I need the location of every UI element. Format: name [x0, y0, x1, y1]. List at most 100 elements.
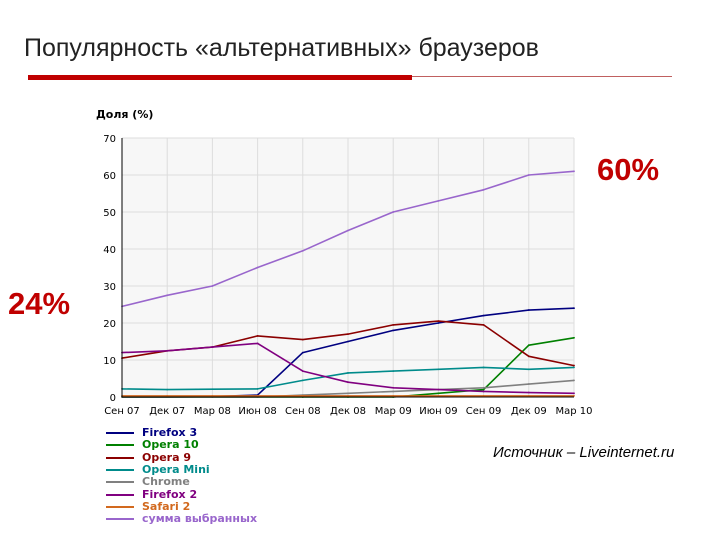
- data-point-firefox-2: [166, 349, 169, 352]
- source-note: Источник – Liveinternet.ru: [493, 444, 675, 461]
- gridlines: [121, 137, 575, 397]
- data-point-opera-mini: [347, 372, 349, 374]
- legend-item-сумма-выбранных: сумма выбранных: [106, 513, 257, 525]
- data-point-safari-2: [301, 394, 304, 397]
- x-tick-label: Дек 08: [330, 406, 366, 417]
- legend-swatch: [106, 518, 134, 521]
- x-tick-label: Июн 09: [419, 406, 457, 417]
- data-point-firefox-3: [347, 340, 349, 343]
- y-tick-label: 60: [103, 171, 116, 182]
- legend-label: Chrome: [142, 475, 190, 489]
- data-point-сумма-выбранных: [482, 188, 485, 191]
- legend-item-opera-mini: Opera Mini: [106, 464, 257, 476]
- x-tick-label: Мар 09: [375, 406, 412, 417]
- legend-label: сумма выбранных: [142, 512, 258, 526]
- y-tick-label: 30: [103, 282, 116, 293]
- data-point-сумма-выбранных: [573, 170, 575, 173]
- callout-end-share: 60%: [597, 152, 660, 187]
- data-point-opera-9: [437, 320, 440, 323]
- slide-title: Популярность «альтернативных» браузеров: [24, 34, 539, 62]
- data-point-firefox-3: [527, 309, 530, 311]
- data-point-firefox-3: [437, 322, 440, 324]
- x-tick-label: Дек 07: [149, 406, 185, 417]
- y-tick-label: 0: [110, 393, 116, 404]
- data-point-safari-2: [437, 394, 440, 397]
- legend-item-chrome: Chrome: [106, 476, 257, 488]
- x-tick-label: Дек 09: [511, 406, 547, 417]
- legend-swatch: [106, 444, 134, 447]
- data-point-сумма-выбранных: [256, 266, 259, 269]
- data-point-chrome: [347, 392, 349, 395]
- data-point-safari-2: [256, 394, 259, 397]
- y-tick-label: 40: [103, 245, 116, 256]
- data-point-opera-mini: [392, 370, 395, 372]
- data-point-safari-2: [166, 394, 169, 397]
- legend-item-firefox-2: Firefox 2: [106, 488, 257, 500]
- data-point-opera-mini: [301, 379, 304, 382]
- data-point-safari-2: [482, 394, 485, 397]
- data-point-firefox-3: [392, 329, 395, 332]
- axes: [121, 138, 574, 398]
- data-point-opera-10: [437, 392, 440, 395]
- legend-swatch: [106, 493, 134, 496]
- legend-swatch: [106, 469, 134, 472]
- data-point-сумма-выбранных: [211, 285, 214, 287]
- legend-item-safari-2: Safari 2: [106, 499, 257, 513]
- data-point-firefox-3: [573, 307, 575, 310]
- data-point-opera-mini: [211, 388, 214, 391]
- data-point-safari-2: [211, 394, 214, 397]
- x-tick-label: Мар 08: [194, 406, 231, 417]
- legend-item-firefox-3: Firefox 3: [106, 427, 257, 439]
- legend-label: Opera 10: [142, 438, 199, 452]
- legend-label: Firefox 3: [142, 426, 198, 440]
- legend-label: Firefox 2: [142, 487, 198, 501]
- data-point-сумма-выбранных: [392, 211, 395, 213]
- legend-swatch: [106, 432, 134, 435]
- data-point-chrome: [527, 383, 530, 385]
- data-point-firefox-2: [256, 342, 259, 345]
- data-point-opera-mini: [256, 387, 259, 390]
- legend-label: Safari 2: [142, 499, 191, 513]
- legend-swatch: [106, 481, 134, 484]
- data-point-сумма-выбранных: [437, 200, 440, 202]
- y-tick-label: 20: [103, 319, 116, 330]
- data-point-chrome: [482, 386, 485, 389]
- legend-label: Opera Mini: [142, 463, 210, 477]
- data-point-сумма-выбранных: [166, 294, 169, 297]
- data-point-firefox-2: [211, 346, 214, 348]
- data-point-opera-mini: [527, 368, 530, 371]
- legend-swatch: [106, 456, 134, 459]
- data-point-opera-9: [527, 355, 530, 358]
- data-point-opera-9: [256, 335, 259, 337]
- legend-item-opera-10: Opera 10: [106, 439, 257, 451]
- x-tick-label: Мар 10: [555, 406, 592, 417]
- data-point-сумма-выбранных: [347, 229, 349, 232]
- data-point-opera-10: [482, 388, 485, 391]
- data-point-opera-9: [392, 323, 395, 326]
- data-point-firefox-3: [482, 314, 485, 317]
- y-tick-label: 50: [103, 208, 116, 219]
- tick-labels: 0 10 20 30 40 50 60 70 Сен 07 Дек 07 Мар 08 Июн 08 С…: [103, 134, 592, 417]
- x-tick-label: Июн 08: [238, 406, 276, 417]
- data-point-firefox-2: [527, 391, 530, 394]
- data-point-firefox-3: [301, 351, 304, 354]
- data-point-chrome: [573, 379, 575, 382]
- x-tick-label: Сен 08: [285, 406, 321, 417]
- data-point-safari-2: [392, 394, 395, 397]
- data-point-opera-10: [527, 344, 530, 347]
- data-point-safari-2: [573, 394, 575, 397]
- y-tick-label: 10: [103, 356, 116, 367]
- title-underline-accent: [28, 75, 412, 80]
- callout-start-share: 24%: [8, 286, 71, 321]
- legend-item-opera-9: Opera 9: [106, 451, 257, 464]
- data-point-opera-mini: [437, 368, 440, 371]
- y-axis-label: Доля (%): [96, 108, 153, 121]
- legend-swatch: [106, 505, 134, 508]
- data-point-opera-mini: [482, 366, 485, 369]
- data-point-firefox-2: [392, 386, 395, 389]
- data-point-safari-2: [527, 394, 530, 397]
- data-point-firefox-2: [573, 392, 575, 395]
- data-point-сумма-выбранных: [527, 174, 530, 176]
- data-point-opera-10: [573, 336, 575, 339]
